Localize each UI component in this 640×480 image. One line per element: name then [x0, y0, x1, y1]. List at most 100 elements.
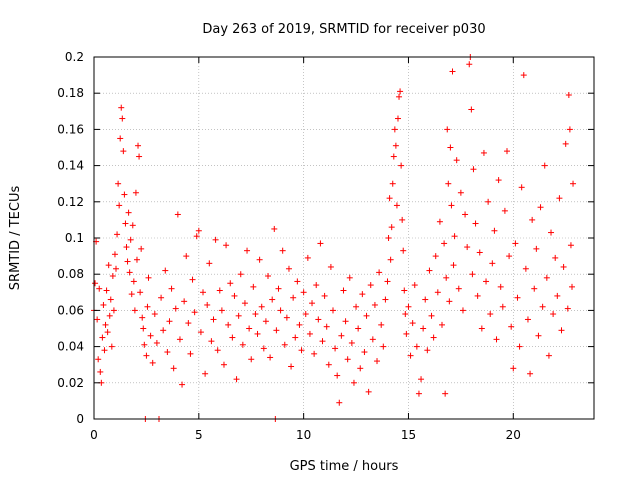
data-point — [445, 180, 452, 187]
data-point — [535, 332, 542, 339]
data-point — [208, 338, 215, 345]
data-point — [462, 211, 469, 218]
data-point — [424, 347, 431, 354]
data-point — [129, 222, 136, 229]
data-point — [108, 343, 115, 350]
data-point — [126, 269, 133, 276]
y-tick-label: 0.12 — [57, 195, 84, 209]
data-point — [422, 296, 429, 303]
data-point — [94, 316, 101, 323]
data-point — [543, 274, 550, 281]
data-point — [361, 349, 368, 356]
data-point — [237, 271, 244, 278]
data-point — [311, 350, 318, 357]
data-point — [402, 311, 409, 318]
data-point — [506, 253, 513, 260]
data-point — [229, 334, 236, 341]
y-tick-label: 0.1 — [65, 231, 84, 245]
data-point — [389, 180, 396, 187]
data-point — [367, 282, 374, 289]
data-point — [444, 126, 451, 133]
y-tick-label: 0.16 — [57, 122, 84, 136]
data-point — [319, 338, 326, 345]
data-point — [107, 296, 114, 303]
data-point — [275, 285, 282, 292]
data-point — [403, 330, 410, 337]
data-point — [122, 220, 129, 227]
data-point — [119, 115, 126, 122]
data-point — [239, 341, 246, 348]
data-point — [380, 343, 387, 350]
data-point — [355, 325, 362, 332]
data-point — [531, 285, 538, 292]
data-point — [277, 307, 284, 314]
data-point — [503, 148, 510, 155]
x-tick-label: 20 — [506, 428, 521, 442]
data-point — [97, 368, 104, 375]
data-point — [550, 311, 557, 318]
data-point — [125, 209, 132, 216]
data-point — [309, 300, 316, 307]
data-point — [415, 390, 422, 397]
data-point — [418, 376, 425, 383]
data-point — [260, 345, 267, 352]
data-point — [113, 265, 120, 272]
data-point — [130, 278, 137, 285]
data-point — [102, 321, 109, 328]
data-point — [231, 292, 238, 299]
data-point — [426, 267, 433, 274]
data-point — [279, 247, 286, 254]
data-point — [470, 166, 477, 173]
data-point — [200, 289, 207, 296]
data-point — [325, 361, 332, 368]
data-point — [248, 356, 255, 363]
data-point — [384, 278, 391, 285]
data-point — [296, 321, 303, 328]
data-point — [382, 296, 389, 303]
data-point — [369, 336, 376, 343]
data-point — [568, 283, 575, 290]
data-point — [187, 350, 194, 357]
data-point — [340, 287, 347, 294]
data-point — [411, 282, 418, 289]
data-point — [485, 198, 492, 205]
data-point — [472, 220, 479, 227]
data-point — [137, 289, 144, 296]
data-point — [447, 144, 454, 151]
data-point — [153, 339, 160, 346]
data-point — [121, 191, 128, 198]
data-point — [338, 332, 345, 339]
data-point — [225, 321, 232, 328]
data-point — [413, 343, 420, 350]
data-point — [244, 247, 251, 254]
data-point — [147, 332, 154, 339]
data-point — [197, 329, 204, 336]
data-point — [469, 271, 476, 278]
data-point — [265, 273, 272, 280]
data-point — [252, 311, 259, 318]
data-point — [254, 330, 261, 337]
data-point — [570, 180, 577, 187]
axis-ticks: 0 0.02 0.04 0.06 0.08 0.1 0.12 0.14 0.16 0.18 0.2 0… — [57, 50, 594, 442]
data-point — [145, 274, 152, 281]
data-point — [476, 249, 483, 256]
data-point — [457, 189, 464, 196]
data-point — [520, 72, 527, 79]
data-point — [223, 242, 230, 249]
data-point — [290, 294, 297, 301]
data-point — [136, 153, 143, 160]
data-point — [499, 303, 506, 310]
data-point — [111, 251, 118, 258]
data-point — [468, 106, 475, 113]
data-point — [397, 88, 404, 95]
data-point — [183, 253, 190, 260]
data-point — [390, 153, 397, 160]
data-point — [489, 260, 496, 267]
data-point — [214, 347, 221, 354]
data-point — [524, 316, 531, 323]
data-point — [459, 307, 466, 314]
data-point — [123, 244, 130, 251]
data-point — [174, 211, 181, 218]
data-point — [398, 162, 405, 169]
